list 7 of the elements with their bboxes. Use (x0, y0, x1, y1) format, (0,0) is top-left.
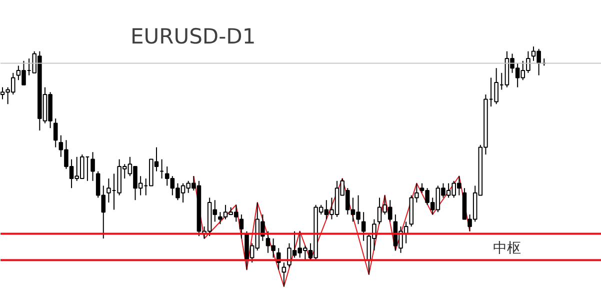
candlestick (53, 118, 58, 148)
ref-line-label: 中枢 (492, 240, 521, 256)
candlestick (361, 212, 366, 242)
candlestick (90, 152, 95, 182)
chart-title: EURUSD-D1 (130, 24, 256, 48)
candlestick (239, 214, 244, 239)
candlestick (282, 262, 286, 287)
